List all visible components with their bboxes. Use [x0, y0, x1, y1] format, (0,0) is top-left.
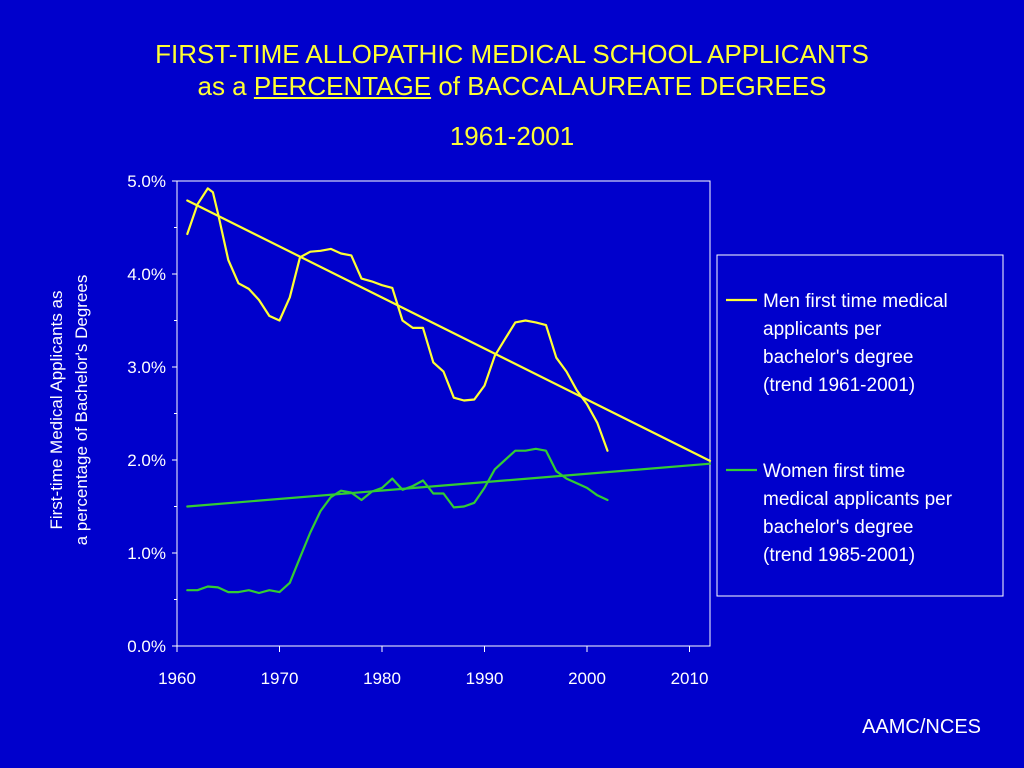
y-tick-label: 2.0% [127, 451, 166, 470]
title-underlined-word: PERCENTAGE [253, 71, 432, 101]
y-axis-label-line-1: First-time Medical Applicants as [47, 290, 66, 529]
series-line-1-trend [186, 199, 712, 462]
x-tick-label: 2000 [568, 669, 606, 688]
y-axis-label-line-2: a percentage of Bachelor's Degrees [72, 275, 91, 546]
x-tick-label: 1960 [158, 669, 196, 688]
y-tick-label: 0.0% [127, 637, 166, 656]
x-tick-label: 2010 [671, 669, 709, 688]
slide-title: FIRST-TIME ALLOPATHIC MEDICAL SCHOOL APP… [0, 38, 1024, 102]
y-tick-label: 1.0% [127, 544, 166, 563]
source-note: AAMC/NCES [862, 716, 981, 738]
plot-area [176, 180, 711, 647]
legend: Men first time medical applicants per bach… [716, 254, 1004, 597]
legend-label: (trend 1985-2001) [763, 545, 915, 566]
x-axis: 1960 1970 1980 1990 2000 2010 [158, 646, 708, 688]
legend-label: applicants per [763, 319, 882, 340]
y-axis-label: First-time Medical Applicants as a perce… [47, 275, 91, 546]
x-tick-label: 1980 [363, 669, 401, 688]
title-line-1: FIRST-TIME ALLOPATHIC MEDICAL SCHOOL APP… [155, 39, 869, 69]
plot-border [176, 180, 711, 647]
slide-subtitle: 1961-2001 [449, 121, 575, 151]
series-line-2-actual [186, 447, 609, 595]
legend-label: Men first time medical [763, 291, 948, 312]
title-prefix: as a [197, 71, 247, 101]
x-tick-label: 1990 [466, 669, 504, 688]
legend-label: medical applicants per [763, 489, 953, 510]
y-axis: 0.0% 1.0% 2.0% 3.0% 4.0% 5.0% [127, 172, 177, 656]
legend-label: bachelor's degree [763, 347, 913, 368]
title-line-2: as a PERCENTAGE of BACCALAUREATE DEGREES [0, 70, 1024, 102]
legend-label: Women first time [763, 461, 905, 482]
series-line-0-actual [186, 187, 609, 452]
legend-label: (trend 1961-2001) [763, 375, 915, 396]
title-suffix: of BACCALAUREATE DEGREES [438, 71, 827, 101]
legend-box [716, 254, 1004, 597]
x-tick-label: 1970 [261, 669, 299, 688]
series-line-3-trend [186, 462, 712, 508]
legend-label: bachelor's degree [763, 517, 913, 538]
series-layer [186, 187, 712, 595]
y-tick-label: 5.0% [127, 172, 166, 191]
y-tick-label: 4.0% [127, 265, 166, 284]
y-tick-label: 3.0% [127, 358, 166, 377]
